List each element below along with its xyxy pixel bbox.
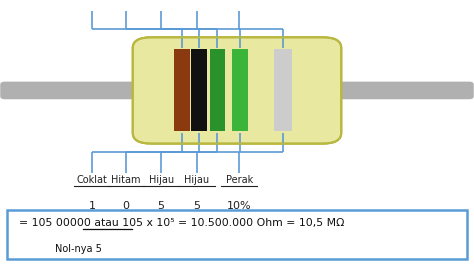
Text: 0: 0 [122, 201, 129, 211]
FancyBboxPatch shape [274, 49, 292, 131]
Text: 5: 5 [158, 201, 164, 211]
Text: Nol-nya 5: Nol-nya 5 [55, 244, 101, 254]
Text: 5: 5 [193, 201, 200, 211]
Text: 10%: 10% [227, 201, 252, 211]
FancyBboxPatch shape [319, 82, 473, 99]
Text: Hitam: Hitam [111, 175, 140, 185]
FancyBboxPatch shape [174, 49, 190, 131]
FancyBboxPatch shape [191, 49, 207, 131]
Text: Perak: Perak [226, 175, 253, 185]
Text: Hijau: Hijau [184, 175, 210, 185]
FancyBboxPatch shape [232, 49, 248, 131]
Text: Hijau: Hijau [148, 175, 174, 185]
FancyBboxPatch shape [133, 37, 341, 144]
FancyBboxPatch shape [7, 210, 467, 259]
Text: 1: 1 [89, 201, 96, 211]
Text: Coklat: Coklat [77, 175, 108, 185]
Text: = 105 00000 atau 105 x 10⁵ = 10.500.000 Ohm = 10,5 MΩ: = 105 00000 atau 105 x 10⁵ = 10.500.000 … [19, 218, 344, 228]
FancyBboxPatch shape [210, 49, 225, 131]
FancyBboxPatch shape [1, 82, 155, 99]
